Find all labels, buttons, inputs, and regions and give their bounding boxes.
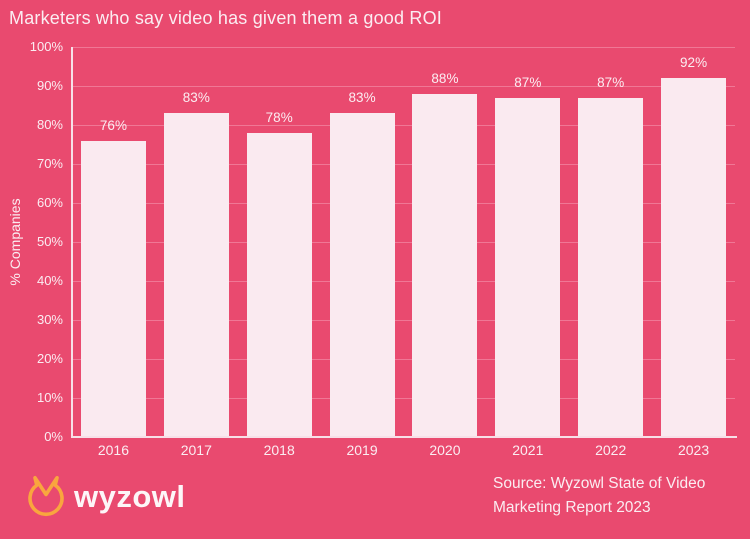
- bar-2020: [412, 93, 478, 437]
- gridline: [72, 47, 735, 48]
- value-label-2023: 92%: [680, 55, 708, 71]
- bar-2018: [246, 132, 312, 437]
- value-label-2018: 78%: [265, 109, 293, 125]
- chart-title: Marketers who say video has given them a…: [9, 8, 443, 28]
- bar-2023: [661, 78, 727, 437]
- y-tick-label: 60%: [36, 195, 63, 210]
- value-label-2016: 76%: [99, 117, 127, 133]
- logo-wordmark: wyzowl: [74, 479, 186, 514]
- x-tick-label-2016: 2016: [97, 442, 130, 458]
- source-line-1: Source: Wyzowl State of Video: [493, 475, 706, 492]
- x-tick-label-2020: 2020: [429, 442, 461, 458]
- y-tick-label: 0%: [44, 429, 63, 444]
- y-tick-label: 80%: [36, 117, 63, 132]
- value-label-2020: 88%: [431, 70, 459, 86]
- y-tick-label: 40%: [36, 273, 63, 288]
- gridline: [72, 320, 735, 321]
- y-tick-label: 90%: [36, 78, 63, 93]
- footer-logo: wyzowl: [24, 474, 186, 520]
- y-tick-label: 10%: [36, 390, 63, 405]
- bar-2016: [80, 140, 146, 437]
- gridline: [72, 281, 735, 282]
- x-tick-label-2017: 2017: [180, 442, 212, 458]
- gridline: [72, 164, 735, 165]
- x-tick-label-2021: 2021: [512, 442, 544, 458]
- gridline: [72, 242, 735, 243]
- value-label-2019: 83%: [348, 90, 376, 106]
- plot-area: 76% 83% 78% 83% 88% 87% 87% 92%: [72, 47, 735, 437]
- y-tick-label: 100%: [29, 39, 63, 54]
- gridline: [72, 125, 735, 126]
- value-label-2017: 83%: [182, 90, 210, 106]
- gridline: [72, 203, 735, 204]
- x-tick-label-2019: 2019: [346, 442, 378, 458]
- x-tick-label-2022: 2022: [595, 442, 627, 458]
- source-line-2: Marketing Report 2023: [493, 499, 651, 516]
- gridline: [72, 86, 735, 87]
- x-axis-line: [71, 436, 737, 438]
- gridline: [72, 359, 735, 360]
- wyzowl-owl-icon: [28, 476, 64, 517]
- source-attribution: Source: Wyzowl State of Video Marketing …: [493, 472, 705, 520]
- bar-2021: [495, 97, 561, 437]
- y-tick-label: 20%: [36, 351, 63, 366]
- x-tick-label-2023: 2023: [677, 442, 710, 458]
- bar-2022: [578, 97, 644, 437]
- bar-2019: [329, 113, 395, 437]
- y-axis-line: [71, 47, 73, 438]
- y-tick-label: 70%: [36, 156, 63, 171]
- value-label-2021: 87%: [514, 74, 542, 90]
- y-tick-label: 30%: [36, 312, 63, 327]
- x-tick-label-2018: 2018: [263, 442, 295, 458]
- gridline: [72, 398, 735, 399]
- y-tick-label: 50%: [36, 234, 63, 249]
- x-tick-labels: 2016 2017 2018 2019 2020 2021 2022 2023: [72, 442, 735, 460]
- value-label-2022: 87%: [597, 74, 625, 90]
- bar-2017: [163, 113, 229, 437]
